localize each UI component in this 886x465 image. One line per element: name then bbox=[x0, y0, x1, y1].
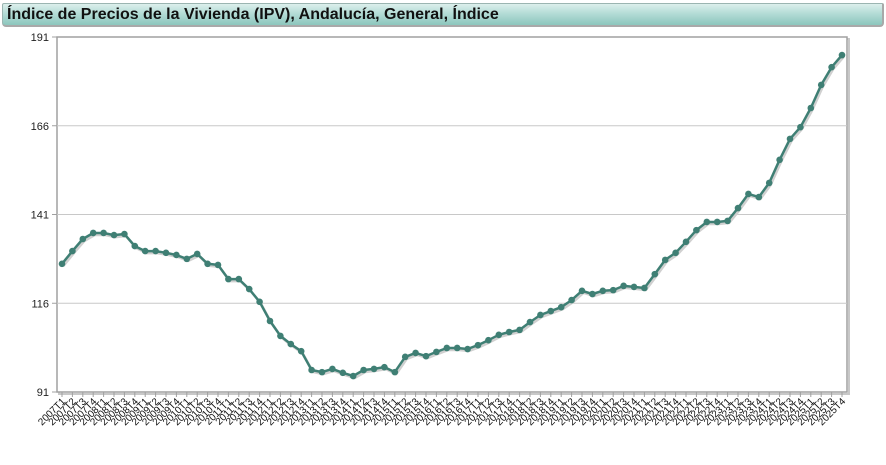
data-point-marker[interactable] bbox=[308, 366, 315, 374]
data-point-marker[interactable] bbox=[641, 284, 648, 292]
data-point-marker[interactable] bbox=[589, 290, 596, 298]
data-point-marker[interactable] bbox=[318, 368, 326, 376]
data-point-marker[interactable] bbox=[131, 242, 139, 250]
data-point-marker[interactable] bbox=[620, 282, 627, 290]
data-point-marker[interactable] bbox=[817, 81, 825, 89]
data-point-marker[interactable] bbox=[193, 250, 201, 258]
data-point-marker[interactable] bbox=[547, 307, 555, 315]
data-point-marker[interactable] bbox=[578, 287, 586, 295]
data-point-marker[interactable] bbox=[599, 287, 607, 295]
data-point-marker[interactable] bbox=[807, 104, 815, 112]
data-point-marker[interactable] bbox=[204, 260, 211, 268]
data-point-marker[interactable] bbox=[713, 218, 721, 226]
data-point-marker[interactable] bbox=[162, 249, 170, 257]
data-point-marker[interactable] bbox=[734, 204, 742, 212]
y-tick-label: 116 bbox=[31, 298, 49, 310]
data-point-marker[interactable] bbox=[141, 247, 149, 255]
data-point-marker[interactable] bbox=[412, 349, 419, 357]
data-point-marker[interactable] bbox=[256, 298, 263, 306]
data-point-marker[interactable] bbox=[110, 231, 118, 239]
data-point-marker[interactable] bbox=[745, 190, 752, 198]
data-point-marker[interactable] bbox=[245, 285, 253, 293]
data-point-marker[interactable] bbox=[797, 123, 804, 131]
data-point-marker[interactable] bbox=[537, 311, 544, 319]
grid-lines bbox=[56, 36, 850, 395]
y-axis: 91 116 141 166 191 bbox=[31, 32, 57, 399]
data-point-marker[interactable] bbox=[672, 249, 679, 257]
data-point-marker[interactable] bbox=[100, 229, 107, 237]
data-point-marker[interactable] bbox=[277, 332, 284, 340]
data-point-marker[interactable] bbox=[381, 363, 388, 371]
data-point-marker[interactable] bbox=[173, 251, 180, 259]
data-point-marker[interactable] bbox=[453, 344, 461, 352]
data-point-marker[interactable] bbox=[329, 365, 336, 373]
data-point-marker[interactable] bbox=[391, 368, 399, 376]
data-point-marker[interactable] bbox=[58, 260, 66, 268]
data-point-marker[interactable] bbox=[370, 365, 378, 373]
data-point-marker[interactable] bbox=[214, 261, 222, 269]
data-point-marker[interactable] bbox=[828, 63, 835, 71]
data-point-marker[interactable] bbox=[79, 235, 87, 243]
data-point-marker[interactable] bbox=[693, 226, 700, 234]
data-point-marker[interactable] bbox=[464, 345, 471, 353]
data-point-marker[interactable] bbox=[152, 247, 159, 255]
data-point-marker[interactable] bbox=[422, 352, 430, 360]
data-point-marker[interactable] bbox=[765, 179, 773, 187]
data-point-marker[interactable] bbox=[89, 229, 97, 237]
data-point-marker[interactable] bbox=[360, 366, 367, 374]
data-point-marker[interactable] bbox=[297, 347, 305, 355]
data-point-marker[interactable] bbox=[183, 255, 191, 263]
data-point-marker[interactable] bbox=[287, 340, 295, 348]
y-tick-label: 141 bbox=[31, 210, 49, 222]
data-point-marker[interactable] bbox=[401, 353, 409, 361]
data-point-marker[interactable] bbox=[505, 328, 513, 336]
data-point-marker[interactable] bbox=[703, 218, 711, 226]
data-point-marker[interactable] bbox=[630, 283, 638, 291]
data-point-marker[interactable] bbox=[755, 193, 763, 201]
data-point-marker[interactable] bbox=[786, 135, 794, 143]
data-point-marker[interactable] bbox=[225, 275, 232, 283]
data-point-marker[interactable] bbox=[838, 51, 846, 59]
data-point-marker[interactable] bbox=[121, 230, 128, 238]
data-point-marker[interactable] bbox=[474, 341, 482, 349]
data-point-marker[interactable] bbox=[557, 303, 565, 311]
data-point-marker[interactable] bbox=[526, 318, 534, 326]
y-tick-label: 191 bbox=[31, 32, 49, 44]
data-point-marker[interactable] bbox=[443, 344, 451, 352]
data-point-marker[interactable] bbox=[339, 369, 347, 377]
data-point-marker[interactable] bbox=[651, 270, 659, 278]
data-point-marker[interactable] bbox=[485, 336, 492, 344]
chart-title: Índice de Precios de la Vivienda (IPV), … bbox=[7, 6, 499, 23]
data-point-marker[interactable] bbox=[495, 331, 503, 339]
data-point-marker[interactable] bbox=[682, 238, 690, 246]
data-point-marker[interactable] bbox=[433, 348, 440, 356]
x-axis: 2007T12007T22007T32007T42008T12008T22008… bbox=[36, 392, 848, 428]
data-point-marker[interactable] bbox=[609, 286, 617, 294]
data-point-marker[interactable] bbox=[266, 317, 274, 325]
data-point-marker[interactable] bbox=[235, 275, 243, 283]
y-tick-label: 91 bbox=[37, 387, 49, 399]
data-point-marker[interactable] bbox=[516, 326, 523, 334]
data-point-marker[interactable] bbox=[724, 217, 731, 225]
data-point-marker[interactable] bbox=[349, 372, 357, 380]
data-point-marker[interactable] bbox=[69, 247, 76, 255]
chart-title-bar: Índice de Precios de la Vivienda (IPV), … bbox=[2, 3, 884, 27]
data-point-marker[interactable] bbox=[776, 156, 783, 164]
series-line bbox=[61, 54, 843, 378]
y-tick-label: 166 bbox=[31, 121, 49, 133]
data-point-marker[interactable] bbox=[568, 296, 575, 304]
data-point-marker[interactable] bbox=[661, 256, 669, 264]
data-series bbox=[58, 51, 846, 380]
